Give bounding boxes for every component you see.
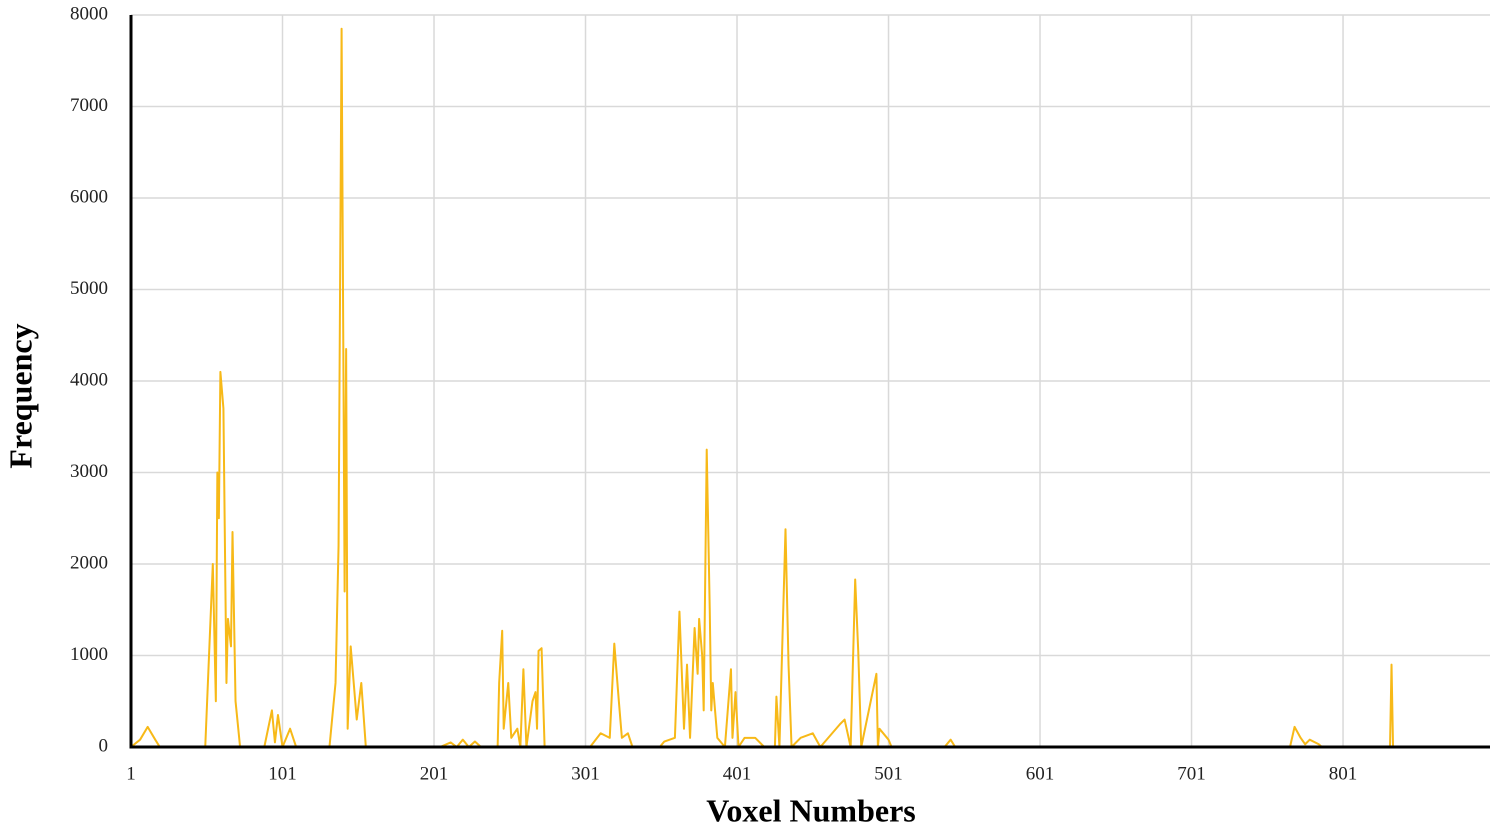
data-line: [130, 27, 1410, 748]
y-tick-label: 1000: [70, 644, 108, 665]
y-axis-label: Frequency: [2, 323, 38, 468]
x-axis-label: Voxel Numbers: [706, 792, 915, 828]
x-tick-label: 101: [268, 763, 297, 784]
x-tick-label: 701: [1177, 763, 1206, 784]
y-tick-label: 3000: [70, 461, 108, 482]
y-tick-label: 4000: [70, 369, 108, 390]
y-tick-label: 7000: [70, 95, 108, 116]
y-tick-label: 5000: [70, 278, 108, 299]
x-tick-label: 501: [874, 763, 903, 784]
x-tick-label: 401: [723, 763, 752, 784]
y-tick-label: 0: [99, 735, 109, 756]
x-tick-label: 801: [1329, 763, 1358, 784]
y-tick-label: 2000: [70, 552, 108, 573]
x-tick-label: 201: [420, 763, 449, 784]
x-tick-label: 301: [571, 763, 600, 784]
x-tick-label: 1: [126, 763, 136, 784]
y-tick-label: 6000: [70, 186, 108, 207]
x-tick-label: 601: [1026, 763, 1055, 784]
y-tick-label: 8000: [70, 3, 108, 24]
